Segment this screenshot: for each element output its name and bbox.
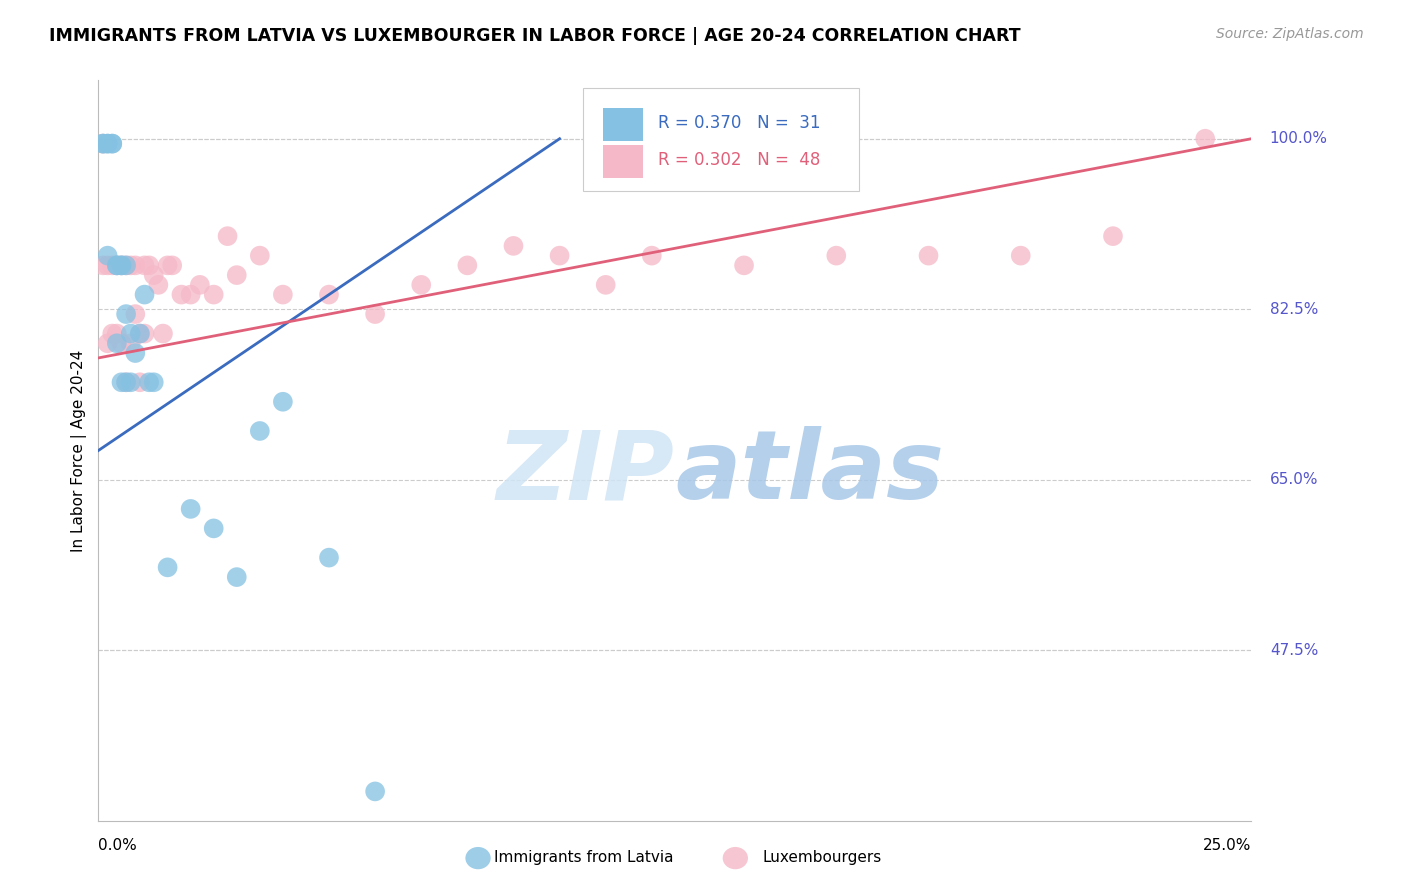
Point (825, 249, 848, 263)
Point (134, 326, 156, 341)
Point (115, 376, 138, 390)
Point (156, 560, 179, 574)
Point (134, 287, 156, 301)
Point (202, 287, 225, 301)
Point (97, 136, 120, 151)
Point (105, 259, 128, 273)
Point (917, 249, 939, 263)
Point (595, 277, 617, 292)
Point (97, 336, 120, 351)
Text: Source: ZipAtlas.com: Source: ZipAtlas.com (1216, 27, 1364, 41)
Point (120, 259, 142, 273)
Point (170, 287, 193, 301)
Point (110, 259, 132, 273)
Point (120, 326, 142, 341)
Point (101, 136, 124, 151)
FancyBboxPatch shape (582, 87, 859, 191)
Point (138, 376, 160, 390)
Point (134, 259, 156, 273)
Point (115, 259, 138, 273)
Point (105, 336, 128, 351)
Point (129, 376, 152, 390)
Text: 65.0%: 65.0% (1270, 472, 1319, 487)
Point (271, 287, 294, 301)
Point (202, 521, 225, 535)
Point (101, 136, 124, 151)
Point (271, 394, 294, 409)
Point (97, 136, 120, 151)
Text: IMMIGRANTS FROM LATVIA VS LUXEMBOURGER IN LABOR FORCE | AGE 20-24 CORRELATION CH: IMMIGRANTS FROM LATVIA VS LUXEMBOURGER I… (49, 27, 1021, 45)
Point (115, 307, 138, 321)
Point (91, 136, 114, 151)
Point (105, 259, 128, 273)
Point (91, 259, 114, 273)
Point (548, 249, 571, 263)
Point (110, 336, 132, 351)
Point (97, 259, 120, 273)
Point (138, 259, 160, 273)
Point (124, 307, 146, 321)
Point (411, 277, 433, 292)
Point (110, 259, 132, 273)
Point (1010, 249, 1032, 263)
Point (97, 249, 120, 263)
Point (129, 326, 152, 341)
Point (225, 268, 247, 282)
Point (156, 259, 179, 273)
Point (101, 326, 124, 341)
Text: 100.0%: 100.0% (1270, 131, 1327, 146)
Point (101, 259, 124, 273)
Point (120, 376, 142, 390)
Point (180, 287, 202, 301)
Point (364, 784, 387, 798)
Point (502, 239, 524, 253)
Text: R = 0.370   N =  31: R = 0.370 N = 31 (658, 114, 820, 132)
Point (188, 277, 211, 292)
Point (115, 259, 138, 273)
Point (105, 259, 128, 273)
Point (110, 376, 132, 390)
Point (142, 268, 165, 282)
Text: R = 0.302   N =  48: R = 0.302 N = 48 (658, 152, 820, 169)
Point (160, 259, 183, 273)
Point (152, 326, 174, 341)
FancyBboxPatch shape (603, 109, 643, 141)
Text: atlas: atlas (675, 426, 943, 519)
Point (105, 326, 128, 341)
Point (225, 570, 247, 584)
Point (110, 259, 132, 273)
Point (1102, 229, 1125, 244)
Point (142, 376, 165, 390)
Point (249, 424, 271, 438)
Text: Luxembourgers: Luxembourgers (763, 850, 882, 865)
Point (180, 502, 202, 516)
Point (115, 376, 138, 390)
Point (217, 229, 239, 244)
Text: 25.0%: 25.0% (1204, 838, 1251, 853)
Text: 0.0%: 0.0% (98, 838, 138, 853)
Point (129, 326, 152, 341)
Text: 47.5%: 47.5% (1270, 642, 1319, 657)
Point (91, 136, 114, 151)
Point (124, 259, 146, 273)
Text: 82.5%: 82.5% (1270, 301, 1319, 317)
Point (148, 277, 170, 292)
Text: Immigrants from Latvia: Immigrants from Latvia (494, 850, 673, 865)
Point (456, 259, 478, 273)
Point (91, 136, 114, 151)
Point (318, 550, 340, 565)
FancyBboxPatch shape (603, 145, 643, 178)
Point (120, 336, 142, 351)
Point (124, 346, 146, 360)
Point (364, 307, 387, 321)
Point (1194, 132, 1216, 146)
Point (641, 249, 664, 263)
Point (249, 249, 271, 263)
Point (318, 287, 340, 301)
Text: ZIP: ZIP (496, 426, 675, 519)
Y-axis label: In Labor Force | Age 20-24: In Labor Force | Age 20-24 (72, 350, 87, 551)
Point (733, 259, 755, 273)
